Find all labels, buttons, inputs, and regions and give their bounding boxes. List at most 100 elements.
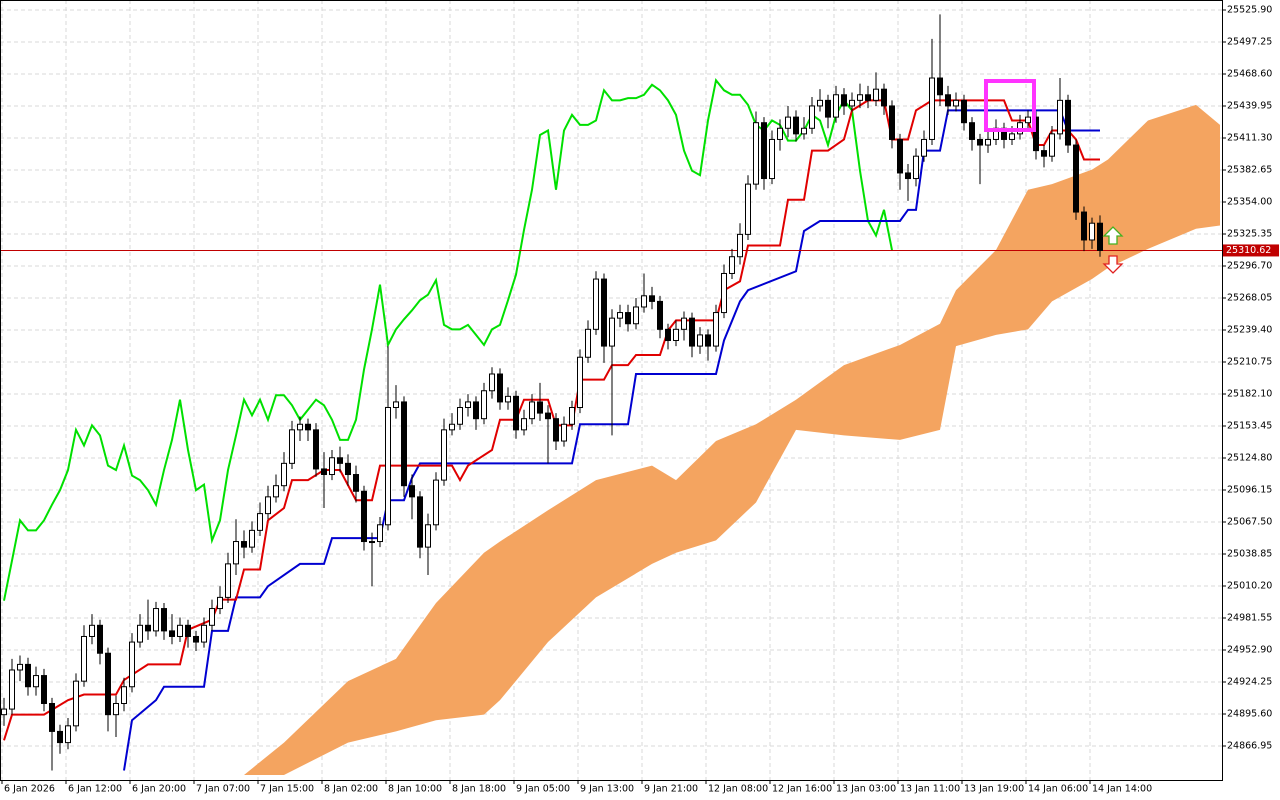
current-price-label: 25310.62	[1226, 245, 1271, 256]
candle-body	[233, 541, 239, 565]
candle-body	[977, 138, 983, 146]
candle-body	[577, 356, 583, 409]
candle-body	[561, 423, 567, 442]
candle-body	[297, 423, 303, 431]
candle-body	[417, 496, 423, 548]
candle-body	[401, 401, 407, 487]
x-tick-label: 13 Jan 03:00	[836, 784, 896, 795]
candle-body	[873, 88, 879, 101]
candle-body	[881, 88, 887, 107]
candle-body	[1041, 150, 1047, 157]
candle-body	[1073, 144, 1079, 213]
candle-body	[833, 94, 839, 118]
candle-body	[801, 127, 807, 135]
candle-body	[601, 278, 607, 347]
candle-body	[465, 401, 471, 409]
ichimoku-cloud	[244, 104, 1220, 775]
candle-body	[681, 317, 687, 330]
candle-body	[513, 395, 519, 431]
candle-body	[753, 122, 759, 185]
candle-body	[33, 675, 39, 688]
indicator-line	[3, 77, 893, 601]
candle-body	[769, 138, 775, 180]
candle-body	[113, 702, 119, 716]
candle-body	[609, 317, 615, 347]
candle-body	[817, 99, 823, 107]
candle-body	[857, 94, 863, 101]
candle-body	[897, 138, 903, 174]
y-tick-label: 25268.05	[1227, 292, 1272, 303]
candle-body	[1, 708, 7, 716]
candle-body	[489, 373, 495, 392]
candle-body	[953, 99, 959, 107]
y-tick-label: 24924.25	[1227, 676, 1272, 687]
y-tick-label: 25497.25	[1227, 36, 1272, 47]
x-tick-label: 13 Jan 19:00	[964, 784, 1024, 795]
candle-body	[921, 138, 927, 157]
candle-body	[241, 541, 247, 548]
candle-body	[305, 423, 311, 431]
candle-body	[185, 624, 191, 637]
candle-body	[825, 99, 831, 118]
candle-body	[505, 395, 511, 403]
candle-body	[385, 407, 391, 526]
candle-body	[1097, 222, 1103, 251]
candle-body	[361, 490, 367, 543]
y-tick-label: 25153.45	[1227, 420, 1272, 431]
down-arrow	[1102, 255, 1124, 274]
candle-body	[177, 624, 183, 637]
candle-body	[449, 423, 455, 431]
y-tick-label: 25038.85	[1227, 548, 1272, 559]
candle-body	[697, 334, 703, 347]
candle-body	[849, 99, 855, 107]
x-tick-label: 6 Jan 12:00	[68, 784, 122, 795]
candle-body	[481, 390, 487, 420]
candle-body	[1049, 133, 1055, 157]
y-tick-label: 24866.95	[1227, 740, 1272, 751]
candle-body	[1089, 222, 1095, 241]
candle-body	[393, 401, 399, 409]
candle-body	[793, 116, 799, 135]
x-tick-label: 7 Jan 07:00	[196, 784, 250, 795]
candle-body	[249, 529, 255, 548]
candle-body	[353, 474, 359, 492]
x-tick-label: 9 Jan 13:00	[580, 784, 634, 795]
candle-body	[145, 624, 151, 632]
y-tick-label: 24952.90	[1227, 644, 1272, 655]
candle-body	[25, 663, 31, 688]
candle-body	[777, 127, 783, 140]
indicator-line	[123, 109, 1100, 771]
candle-body	[81, 635, 87, 682]
y-tick-label: 25010.20	[1227, 580, 1272, 591]
candle-body	[1009, 133, 1015, 140]
y-tick-label: 25411.30	[1227, 132, 1272, 143]
candle-body	[969, 122, 975, 140]
candle-body	[617, 312, 623, 319]
candle-body	[841, 94, 847, 107]
candle-body	[369, 541, 375, 544]
x-tick-label: 6 Jan 20:00	[132, 784, 186, 795]
candle-body	[737, 233, 743, 258]
y-tick-label: 25525.90	[1227, 4, 1272, 15]
y-tick-label: 25124.80	[1227, 452, 1272, 463]
candle-body	[105, 652, 111, 716]
candle-body	[625, 312, 631, 325]
candle-body	[89, 624, 95, 637]
candle-body	[569, 407, 575, 425]
candle-body	[281, 462, 287, 487]
highlight-box	[984, 79, 1036, 132]
candle-body	[313, 429, 319, 470]
x-tick-label: 7 Jan 15:00	[260, 784, 314, 795]
candle-body	[705, 334, 711, 347]
x-tick-label: 9 Jan 21:00	[644, 784, 698, 795]
candle-body	[129, 641, 135, 688]
y-tick-label: 25096.15	[1227, 484, 1272, 495]
candle-body	[433, 479, 439, 526]
candle-body	[457, 407, 463, 425]
candle-body	[225, 563, 231, 598]
candle-body	[1065, 99, 1071, 146]
candle-body	[961, 99, 967, 124]
candle-body	[665, 328, 671, 341]
candle-body	[257, 513, 263, 531]
